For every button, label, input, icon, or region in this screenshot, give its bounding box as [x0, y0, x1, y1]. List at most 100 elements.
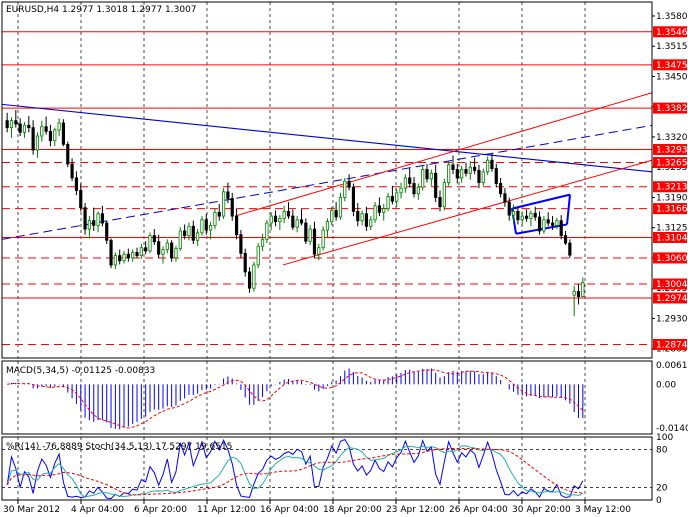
- candle-body: [70, 163, 74, 179]
- candle-body: [451, 164, 455, 170]
- candle-body: [113, 255, 117, 266]
- candle-body: [516, 211, 520, 221]
- level-tag: [653, 278, 687, 290]
- candle-body: [555, 220, 559, 226]
- candle-body: [144, 247, 148, 252]
- level-tag: [653, 231, 687, 243]
- candle-body: [209, 224, 213, 231]
- candle-body: [351, 186, 356, 212]
- osc-y-tick-label: 100: [656, 433, 673, 443]
- price-header: EURUSD,H4 1.2977 1.3018 1.2977 1.3007: [6, 5, 197, 15]
- wpr-line: [6, 438, 584, 500]
- candle-body: [533, 212, 537, 218]
- candle-body: [438, 197, 442, 208]
- level-tag-label: 1.3004: [656, 280, 688, 290]
- candle-body: [40, 126, 44, 137]
- candle-body: [542, 219, 546, 232]
- price-levels: [2, 31, 652, 346]
- candle-body: [464, 169, 468, 174]
- y-tick-label: 1.3255: [656, 163, 688, 173]
- candle-body: [460, 169, 464, 179]
- candle-body: [14, 120, 18, 125]
- candle-body: [308, 228, 312, 242]
- candle-body: [9, 120, 14, 129]
- candle-body: [27, 124, 31, 129]
- candle-body: [239, 234, 243, 254]
- candle-body: [252, 264, 256, 289]
- candle-body: [191, 225, 195, 241]
- candle-body: [360, 213, 364, 222]
- candle-body: [269, 215, 273, 224]
- candle-body: [312, 228, 317, 255]
- candle-body: [581, 282, 585, 297]
- level-tag: [653, 157, 687, 169]
- candle-body: [135, 251, 139, 257]
- candle-body: [100, 213, 104, 224]
- candle-body: [421, 169, 425, 188]
- y-tick-label: 1.3190: [656, 193, 688, 203]
- level-tag: [653, 102, 687, 114]
- candle-body: [131, 251, 135, 259]
- price-pane-border: [1, 1, 653, 359]
- candle-body: [563, 235, 568, 244]
- candle-body: [572, 291, 576, 296]
- candle-body: [429, 172, 433, 180]
- macd-y-tick-label: 0.00: [656, 380, 676, 390]
- candle-body: [416, 186, 420, 195]
- x-tick-label: 6 Apr 20:00: [134, 505, 187, 515]
- candle-body: [559, 220, 563, 237]
- candle-body: [442, 182, 446, 208]
- y-tick-label: 1.3320: [656, 133, 688, 143]
- candle-body: [174, 248, 178, 259]
- x-tick-label: 4 Apr 04:00: [71, 505, 124, 515]
- level-tag: [653, 203, 687, 215]
- y-tick-label: 1.3450: [656, 72, 688, 82]
- candle-body: [390, 196, 394, 202]
- grid: [17, 2, 586, 500]
- candle-body: [343, 180, 347, 198]
- level-tag-label: 1.2874: [656, 341, 688, 351]
- candle-body: [57, 122, 61, 131]
- candle-body: [377, 205, 381, 213]
- candle-body: [87, 220, 91, 230]
- level-tag: [653, 252, 687, 264]
- y-tick-label: 1.3580: [656, 12, 688, 22]
- level-tag: [653, 59, 687, 71]
- oscillator-pane-border: [1, 436, 653, 501]
- candle-body: [165, 242, 169, 250]
- candle-body: [204, 219, 208, 231]
- candle-body: [260, 238, 265, 247]
- candle-body: [31, 127, 35, 151]
- macd-signal-line: [7, 369, 584, 429]
- level-tag: [653, 292, 687, 304]
- candle-body: [486, 159, 490, 173]
- macd-pane-border: [1, 360, 653, 435]
- x-tick-label: 11 Apr 12:00: [197, 505, 256, 515]
- y-axis: 1.35801.35151.34501.33851.33201.32551.31…: [652, 12, 688, 355]
- candle-body: [170, 242, 174, 259]
- candle-body: [473, 166, 477, 171]
- candle-body: [200, 219, 204, 234]
- x-tick-label: 18 Apr 20:00: [323, 505, 382, 515]
- candle-body: [550, 222, 555, 226]
- x-tick-label: 30 Mar 2012: [3, 505, 60, 515]
- trendlines: [1, 92, 653, 266]
- candle-body: [256, 245, 260, 266]
- y-tick-label: 1.2930: [656, 314, 688, 324]
- candle-body: [139, 247, 143, 257]
- macd-y-tick-label: -0.01409: [656, 424, 688, 434]
- candle-body: [247, 271, 252, 289]
- y-tick-label: 1.3515: [656, 42, 688, 52]
- candle-body: [265, 222, 269, 240]
- flag-lower: [515, 223, 568, 235]
- red-channel-lower: [282, 159, 653, 266]
- candle-body: [447, 164, 451, 183]
- oscillator-header: %R(14) -76.8889 Stoch(34,5,13) 17.5297 1…: [6, 442, 232, 452]
- candle-body: [178, 230, 182, 250]
- candle-body: [5, 120, 9, 129]
- level-tag-label: 1.3166: [656, 205, 688, 215]
- level-tag-label: 1.3293: [656, 146, 688, 156]
- candle-body: [273, 215, 278, 223]
- candle-body: [234, 215, 239, 236]
